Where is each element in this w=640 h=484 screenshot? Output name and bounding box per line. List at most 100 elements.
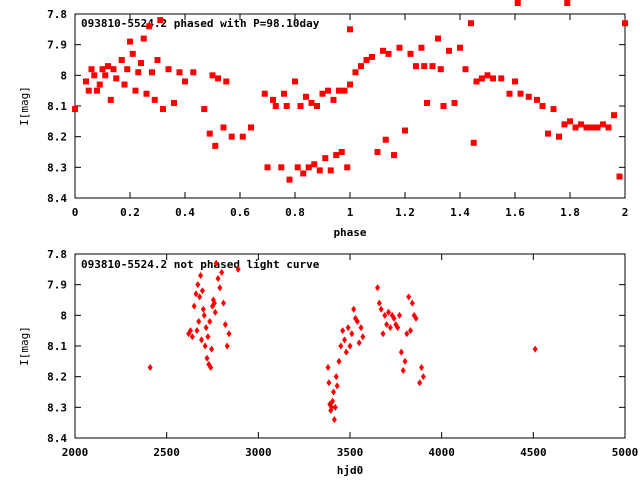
data-point — [402, 357, 408, 365]
data-point — [327, 167, 334, 174]
data-point — [199, 287, 205, 295]
data-point — [408, 327, 413, 335]
data-point — [143, 90, 150, 97]
data-point — [201, 106, 208, 113]
data-point — [99, 66, 106, 73]
y-tick-label: 8.1 — [47, 100, 67, 113]
data-point — [424, 99, 430, 106]
data-point — [382, 311, 388, 319]
y-tick-label: 8.4 — [47, 192, 67, 205]
data-point — [264, 164, 271, 171]
data-point — [400, 367, 406, 375]
data-point — [386, 308, 391, 316]
data-point — [215, 275, 221, 283]
data-point — [512, 78, 518, 85]
data-point — [484, 72, 491, 79]
data-point — [347, 342, 353, 350]
data-point — [611, 112, 617, 119]
data-point — [107, 96, 114, 103]
data-point — [228, 133, 235, 140]
data-point — [316, 167, 323, 174]
data-point — [398, 348, 404, 356]
data-point — [209, 345, 215, 353]
data-point — [369, 53, 375, 60]
y-axis-label: I[mag] — [18, 326, 31, 366]
y-tick-label: 7.9 — [47, 39, 67, 52]
x-tick-label: 4500 — [520, 446, 547, 459]
data-point — [147, 363, 153, 371]
data-point — [121, 81, 128, 88]
data-point — [462, 66, 469, 73]
data-point — [226, 330, 232, 338]
data-point — [171, 99, 177, 106]
data-point — [332, 403, 338, 411]
data-point — [83, 78, 89, 85]
data-point — [349, 330, 355, 338]
x-tick-label: 1.8 — [560, 206, 580, 219]
data-point — [272, 103, 279, 109]
data-point — [326, 379, 332, 387]
data-point — [589, 124, 595, 131]
data-point — [622, 20, 628, 27]
data-point — [382, 136, 389, 143]
unphased-light-curve-panel: 2000 2500 3000 3500 4000 4500 5000 7.8 7.9 8 8.1 8.… — [18, 248, 638, 477]
x-tick-label: 1 — [347, 206, 354, 219]
y-tick-label: 8.2 — [47, 371, 67, 384]
data-point — [194, 327, 200, 335]
data-point — [308, 99, 315, 106]
x-tick-label: 1.6 — [505, 206, 525, 219]
data-point — [91, 72, 98, 79]
data-point — [110, 66, 117, 73]
data-point — [129, 50, 136, 57]
data-point — [384, 321, 390, 329]
data-point — [354, 317, 360, 325]
data-point — [333, 152, 340, 159]
data-point — [182, 78, 188, 85]
data-point — [352, 69, 359, 76]
data-point — [146, 23, 153, 30]
data-point — [437, 66, 444, 73]
data-point — [363, 57, 370, 63]
data-point — [135, 69, 142, 76]
data-point — [351, 305, 357, 313]
data-point — [374, 149, 381, 155]
data-point — [417, 379, 423, 387]
data-point — [157, 17, 164, 24]
data-point — [160, 106, 166, 113]
data-point — [205, 333, 211, 341]
data-point — [223, 78, 230, 85]
data-point — [556, 133, 562, 140]
data-point — [154, 57, 161, 63]
data-point — [195, 281, 201, 289]
y-tick-label: 8.1 — [47, 340, 67, 353]
data-point — [176, 69, 183, 76]
data-point — [151, 96, 158, 103]
data-point — [356, 339, 362, 347]
data-point — [435, 35, 441, 42]
data-point — [208, 363, 214, 371]
chart-title: 093810-5524.2 phased with P=98.10day — [81, 17, 320, 30]
data-point — [215, 75, 221, 82]
data-point — [283, 103, 290, 109]
data-point — [189, 333, 195, 341]
x-tick-label: 2 — [622, 206, 629, 219]
y-tick-label: 8.3 — [47, 401, 67, 414]
data-point — [127, 38, 133, 45]
data-point — [490, 75, 496, 82]
data-point — [440, 103, 447, 109]
data-point — [199, 336, 204, 344]
y-tick-label: 8.3 — [47, 161, 67, 174]
data-point — [396, 44, 403, 51]
data-point — [330, 397, 336, 405]
data-point — [165, 66, 172, 73]
y-tick-label: 7.9 — [47, 279, 67, 292]
data-point — [322, 155, 329, 162]
data-point — [446, 47, 452, 54]
data-point — [235, 265, 241, 273]
data-point — [217, 284, 223, 292]
data-point — [594, 124, 601, 131]
x-tick-label: 1.4 — [450, 206, 470, 219]
data-point — [204, 354, 210, 362]
data-point — [219, 268, 225, 276]
